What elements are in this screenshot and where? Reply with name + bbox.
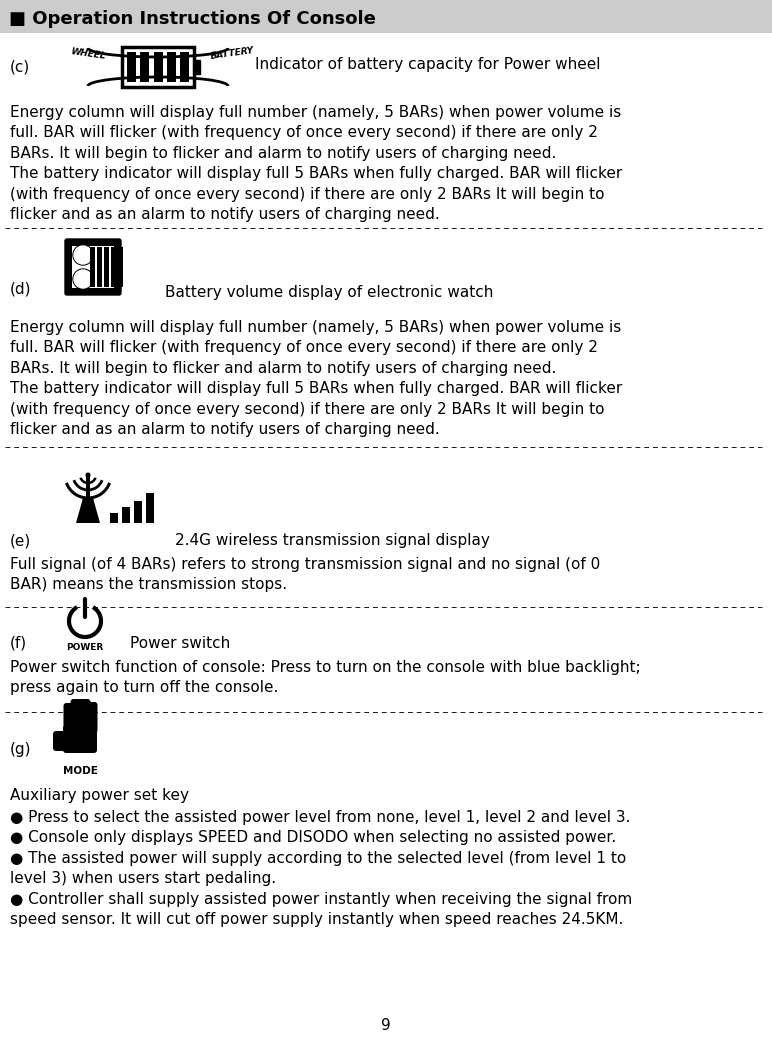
Text: (d): (d) xyxy=(10,282,32,298)
Bar xyxy=(167,52,176,82)
Bar xyxy=(111,247,116,287)
Text: 9: 9 xyxy=(381,1018,391,1033)
Bar xyxy=(141,52,149,82)
Bar xyxy=(90,247,95,287)
Bar xyxy=(72,246,114,288)
Text: MODE: MODE xyxy=(63,766,97,776)
Text: Power switch function of console: Press to turn on the console with blue backlig: Power switch function of console: Press … xyxy=(10,660,641,695)
Text: 2.4G wireless transmission signal display: 2.4G wireless transmission signal displa… xyxy=(175,533,490,548)
Text: Full signal (of 4 BARs) refers to strong transmission signal and no signal (of 0: Full signal (of 4 BARs) refers to strong… xyxy=(10,557,601,593)
Bar xyxy=(127,52,136,82)
Circle shape xyxy=(74,246,92,264)
Text: (f): (f) xyxy=(10,636,27,651)
Text: ■ Operation Instructions Of Console: ■ Operation Instructions Of Console xyxy=(9,9,376,28)
FancyBboxPatch shape xyxy=(63,725,97,753)
Bar xyxy=(180,52,189,82)
Bar xyxy=(118,247,123,287)
FancyBboxPatch shape xyxy=(77,699,90,733)
Text: Indicator of battery capacity for Power wheel: Indicator of battery capacity for Power … xyxy=(255,57,601,72)
Circle shape xyxy=(86,473,90,478)
FancyBboxPatch shape xyxy=(70,699,83,733)
Bar xyxy=(146,493,154,523)
Text: BATTERY: BATTERY xyxy=(209,46,255,61)
Bar xyxy=(86,475,90,498)
Text: (g): (g) xyxy=(10,742,32,757)
Text: WHEEL: WHEEL xyxy=(69,47,106,61)
Bar xyxy=(97,247,102,287)
Text: POWER: POWER xyxy=(66,642,103,652)
FancyBboxPatch shape xyxy=(53,731,71,751)
Bar xyxy=(110,513,118,523)
Bar xyxy=(134,501,142,523)
Polygon shape xyxy=(76,498,100,523)
Circle shape xyxy=(73,269,93,289)
Circle shape xyxy=(73,245,93,265)
FancyBboxPatch shape xyxy=(84,702,97,733)
Text: Battery volume display of electronic watch: Battery volume display of electronic wat… xyxy=(165,285,493,300)
FancyBboxPatch shape xyxy=(65,239,121,295)
Bar xyxy=(122,507,130,523)
Bar xyxy=(0,0,772,33)
Bar xyxy=(194,60,200,74)
Text: Energy column will display full number (namely, 5 BARs) when power volume is
ful: Energy column will display full number (… xyxy=(10,106,622,222)
FancyBboxPatch shape xyxy=(63,703,76,733)
Text: Power switch: Power switch xyxy=(130,636,230,651)
Text: (e): (e) xyxy=(10,533,31,548)
Text: (c): (c) xyxy=(10,60,30,75)
Text: Auxiliary power set key: Auxiliary power set key xyxy=(10,788,189,803)
Circle shape xyxy=(74,270,92,288)
Bar xyxy=(122,47,194,87)
Bar xyxy=(154,52,162,82)
Bar xyxy=(104,247,109,287)
Text: Energy column will display full number (namely, 5 BARs) when power volume is
ful: Energy column will display full number (… xyxy=(10,320,622,437)
Text: ● Press to select the assisted power level from none, level 1, level 2 and level: ● Press to select the assisted power lev… xyxy=(10,810,632,927)
